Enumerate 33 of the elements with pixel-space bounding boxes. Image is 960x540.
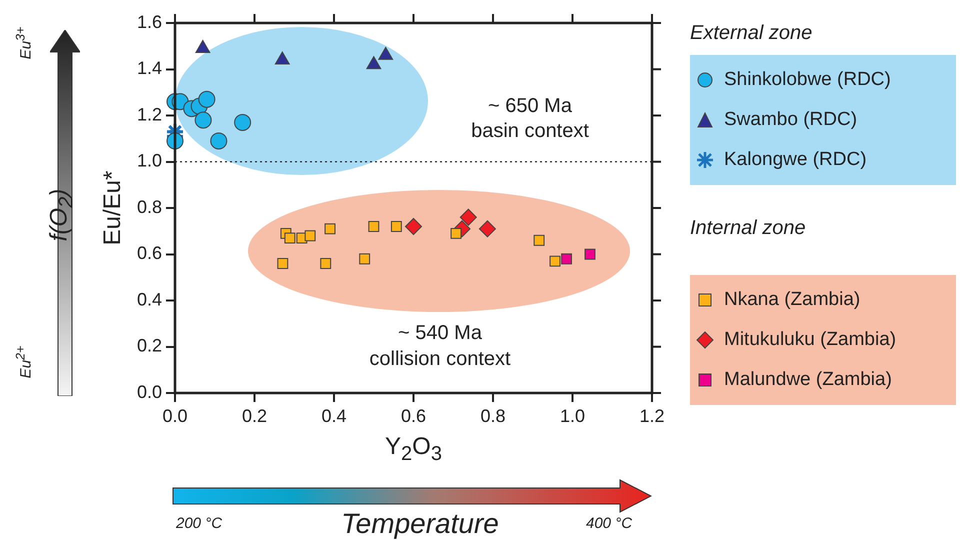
text: Temperature bbox=[341, 508, 499, 540]
annotation: collision context bbox=[369, 348, 511, 371]
text: External zone bbox=[690, 22, 812, 45]
annotation: ~ 540 Ma bbox=[398, 322, 482, 345]
x-tick-label: 0.4 bbox=[321, 406, 347, 426]
y-tick-label: 0.6 bbox=[136, 243, 162, 264]
y-axis-title: Eu/Eu* bbox=[99, 170, 127, 246]
legend-label: Malundwe (Zambia) bbox=[724, 369, 892, 391]
legend-label: Nkana (Zambia) bbox=[724, 289, 860, 311]
x-tick-label: 0.2 bbox=[242, 406, 268, 426]
x-tick-label: 0.0 bbox=[162, 406, 188, 426]
x-tick-label: 0.8 bbox=[480, 406, 506, 426]
y-tick-label: 1.0 bbox=[136, 150, 162, 171]
text: 400 °C bbox=[586, 515, 632, 532]
legend-label: Swambo (RDC) bbox=[724, 109, 858, 131]
annotation: ~ 650 Ma bbox=[488, 95, 572, 118]
x-tick-label: 1.2 bbox=[639, 406, 665, 426]
y-tick-label: 0.0 bbox=[136, 382, 162, 402]
legend-label: Kalongwe (RDC) bbox=[724, 149, 867, 171]
y-tick-label: 1.4 bbox=[136, 58, 162, 78]
annotation: basin context bbox=[471, 120, 589, 143]
y-tick-label: 1.2 bbox=[136, 104, 162, 124]
y-tick-label: 0.8 bbox=[136, 196, 162, 217]
legend-label: Mitukuluku (Zambia) bbox=[724, 329, 896, 351]
y-tick-label: 1.6 bbox=[136, 12, 162, 32]
y-tick-label: 0.4 bbox=[136, 289, 162, 310]
legend-label: Shinkolobwe (RDC) bbox=[724, 69, 891, 91]
x-tick-label: 1.0 bbox=[560, 406, 586, 426]
x-tick-label: 0.6 bbox=[400, 406, 426, 426]
text: 200 °C bbox=[176, 515, 222, 532]
y-tick-label: 0.2 bbox=[136, 336, 162, 356]
x-axis-title: Y$_{2}$O$_{3}$ bbox=[385, 433, 442, 466]
text: Internal zone bbox=[690, 217, 806, 240]
